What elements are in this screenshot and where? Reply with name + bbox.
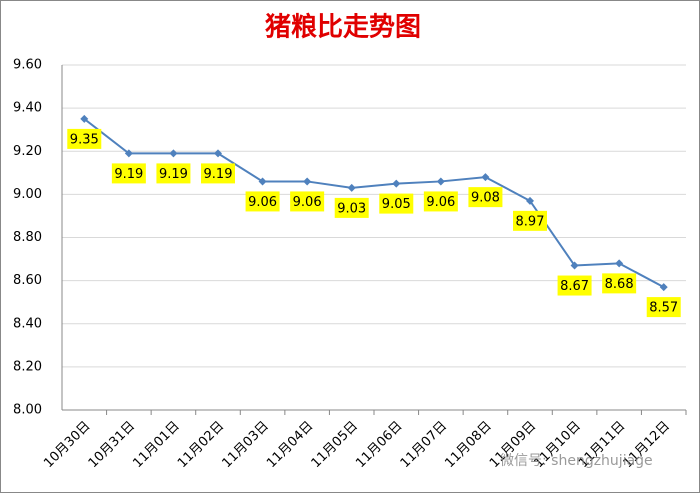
y-tick-label: 8.40	[13, 316, 42, 331]
marker	[481, 173, 490, 182]
marker	[570, 261, 579, 270]
data-label: 8.67	[560, 279, 589, 294]
marker	[615, 259, 624, 268]
marker	[169, 149, 178, 158]
marker	[392, 179, 401, 188]
marker	[347, 183, 356, 192]
data-label-box	[334, 197, 369, 218]
data-label: 9.19	[204, 167, 233, 182]
data-label: 9.19	[159, 167, 188, 182]
data-label: 8.57	[649, 301, 678, 316]
marker	[214, 149, 222, 158]
y-tick-label: 9.40	[13, 101, 42, 116]
data-label-box	[111, 163, 146, 184]
data-label-box	[423, 191, 458, 212]
marker	[526, 196, 534, 205]
data-label: 9.06	[293, 195, 322, 210]
y-tick-label: 9.60	[13, 58, 42, 73]
y-tick-label: 8.80	[13, 230, 42, 245]
data-label: 8.97	[516, 214, 545, 229]
data-label-box	[201, 163, 235, 184]
data-label-box	[290, 191, 325, 212]
data-label-box	[602, 273, 637, 294]
marker	[303, 177, 312, 186]
data-label: 9.19	[114, 167, 143, 182]
marker	[124, 149, 133, 158]
marker	[80, 114, 89, 123]
data-label: 8.68	[605, 277, 634, 292]
data-label-box	[513, 210, 547, 231]
y-tick-label: 8.20	[13, 359, 42, 374]
y-tick-label: 8.00	[13, 403, 42, 418]
data-label: 9.06	[426, 195, 455, 210]
marker	[436, 177, 445, 186]
data-label: 9.35	[70, 132, 99, 147]
data-label-box	[156, 163, 191, 184]
marker	[258, 177, 267, 186]
data-label-box	[557, 275, 592, 296]
data-label-box	[67, 128, 102, 149]
data-label: 9.08	[471, 191, 500, 206]
data-label: 9.05	[382, 197, 411, 212]
y-tick-label: 9.00	[13, 187, 42, 202]
data-label-box	[646, 297, 681, 318]
y-tick-label: 9.20	[13, 144, 42, 159]
data-label-box	[245, 191, 280, 212]
data-label-box	[468, 187, 503, 208]
data-label-box	[379, 193, 414, 214]
y-tick-label: 8.60	[13, 273, 42, 288]
marker	[659, 283, 668, 292]
chart-title: 猪粮比走势图	[265, 12, 421, 43]
data-label: 9.06	[248, 195, 277, 210]
data-label: 9.03	[337, 201, 366, 216]
line	[83, 118, 665, 288]
watermark: 微信号: shengzhujiage	[500, 453, 653, 469]
